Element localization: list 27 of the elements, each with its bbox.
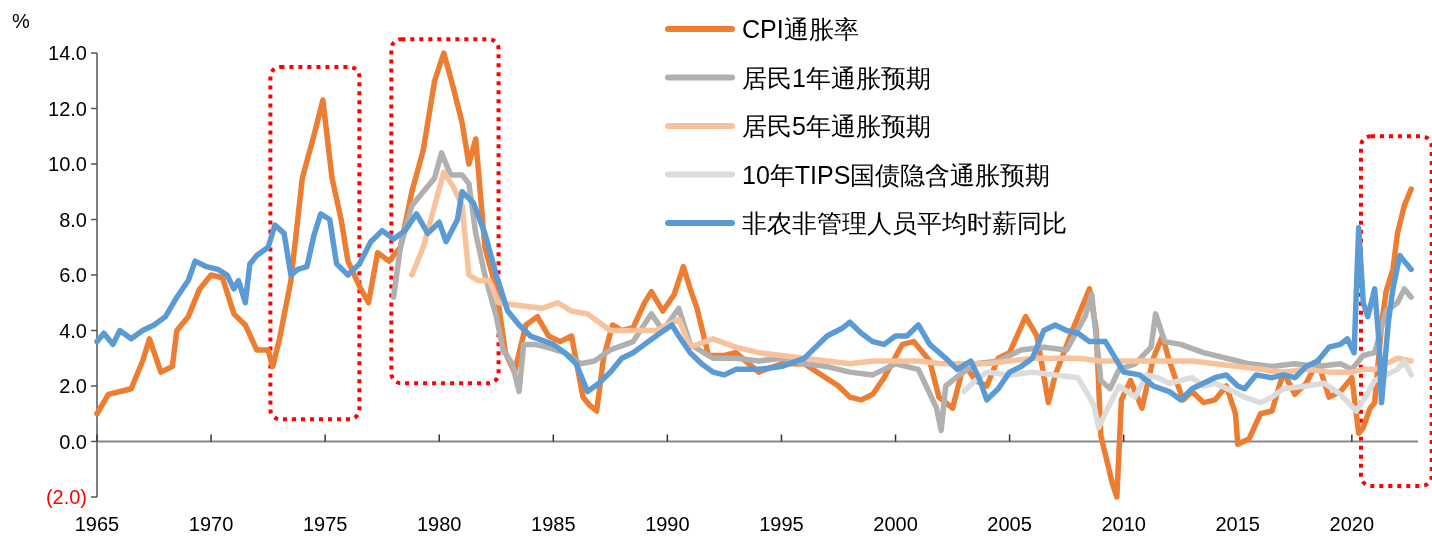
legend-label: 居民5年通胀预期 xyxy=(742,112,931,140)
x-tick-label: 1975 xyxy=(302,513,348,535)
x-tick-label: 1995 xyxy=(759,513,804,535)
y-tick-label: (2.0) xyxy=(45,486,87,508)
y-tick-label: 0.0 xyxy=(59,430,87,453)
y-axis-title: % xyxy=(12,10,30,32)
y-tick-label: 6.0 xyxy=(59,264,87,286)
y-tick-label: 2.0 xyxy=(59,375,87,397)
x-tick-label: 2020 xyxy=(1329,513,1375,535)
x-tick-label: 2000 xyxy=(873,513,918,535)
y-tick-label: 12.0 xyxy=(48,97,87,120)
y-tick-label: 8.0 xyxy=(59,208,87,231)
y-tick-label: 10.0 xyxy=(48,153,87,175)
y-tick-label: 14.0 xyxy=(48,42,87,64)
x-tick-label: 2010 xyxy=(1101,513,1146,535)
x-tick-label: 1985 xyxy=(531,513,576,535)
legend-label: CPI通胀率 xyxy=(742,15,859,43)
x-tick-label: 1990 xyxy=(645,513,690,535)
x-tick-label: 1980 xyxy=(416,513,462,535)
x-tick-label: 1970 xyxy=(188,513,234,535)
legend-label: 10年TIPS国债隐含通胀预期 xyxy=(742,160,1051,189)
x-tick-label: 2015 xyxy=(1215,513,1261,535)
y-tick-label: 4.0 xyxy=(59,319,87,342)
legend-label: 居民1年通胀预期 xyxy=(742,63,931,92)
x-tick-label: 2005 xyxy=(987,513,1032,535)
legend-label: 非农非管理人员平均时薪同比 xyxy=(742,209,1067,237)
x-tick-label: 1965 xyxy=(74,513,120,535)
